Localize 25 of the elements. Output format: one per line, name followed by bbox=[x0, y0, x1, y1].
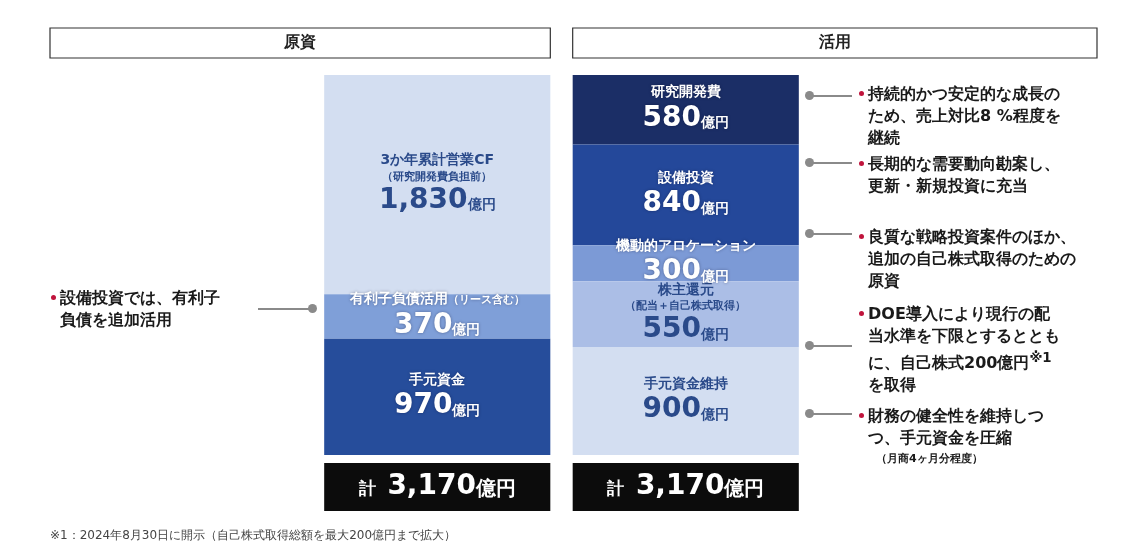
x-tick-label: 原資 bbox=[283, 32, 317, 52]
series-label: 3か年累計営業CF（研究開発費負担前） bbox=[380, 151, 495, 183]
series-label: 研究開発費 bbox=[649, 83, 721, 100]
text: ※1：2024年8月30日に開示（自己株式取得総額を最大200億円まで拡大） bbox=[50, 527, 457, 543]
data-label: 840億円 bbox=[642, 185, 729, 219]
text: DOE導入により現行の配当水準を下限とするとともに、自己株式200億円$^{※1}$を取得 bbox=[868, 304, 1060, 395]
series-label: 設備投資 bbox=[656, 168, 714, 185]
annotation: （月商4ヶ月分程度） bbox=[876, 451, 983, 467]
series-label: 有利子負債活用（リース含む） bbox=[348, 290, 525, 307]
total-label: 計 3,170億円 bbox=[357, 468, 516, 502]
annotation: 財務の健全性を維持しつつ、手元資金を圧縮 bbox=[868, 405, 1045, 449]
data-label: 900億円 bbox=[642, 391, 729, 425]
x-tick-label: 活用 bbox=[817, 32, 851, 52]
annotation: 長期的な需要動向勘案し、更新・新規投資に充当 bbox=[868, 153, 1061, 197]
data-label: 1,830億円 bbox=[378, 181, 496, 215]
annotation: 良質な戦略投資案件のほか、追加の自己株式取得のための原資 bbox=[868, 226, 1077, 292]
total-label: 計 3,170億円 bbox=[606, 468, 765, 502]
annotation: 設備投資では、有利子負債を追加活用 bbox=[60, 287, 221, 331]
data-label: 970億円 bbox=[394, 387, 481, 421]
annotation: 持続的かつ安定的な成長のため、売上対比8 %程度を継続 bbox=[868, 83, 1062, 149]
series-label: 手元資金 bbox=[408, 370, 467, 387]
data-label: 580億円 bbox=[642, 100, 729, 134]
data-label: 370億円 bbox=[394, 306, 481, 340]
data-label: 550億円 bbox=[642, 311, 729, 345]
series-label: 手元資金維持 bbox=[642, 374, 728, 391]
